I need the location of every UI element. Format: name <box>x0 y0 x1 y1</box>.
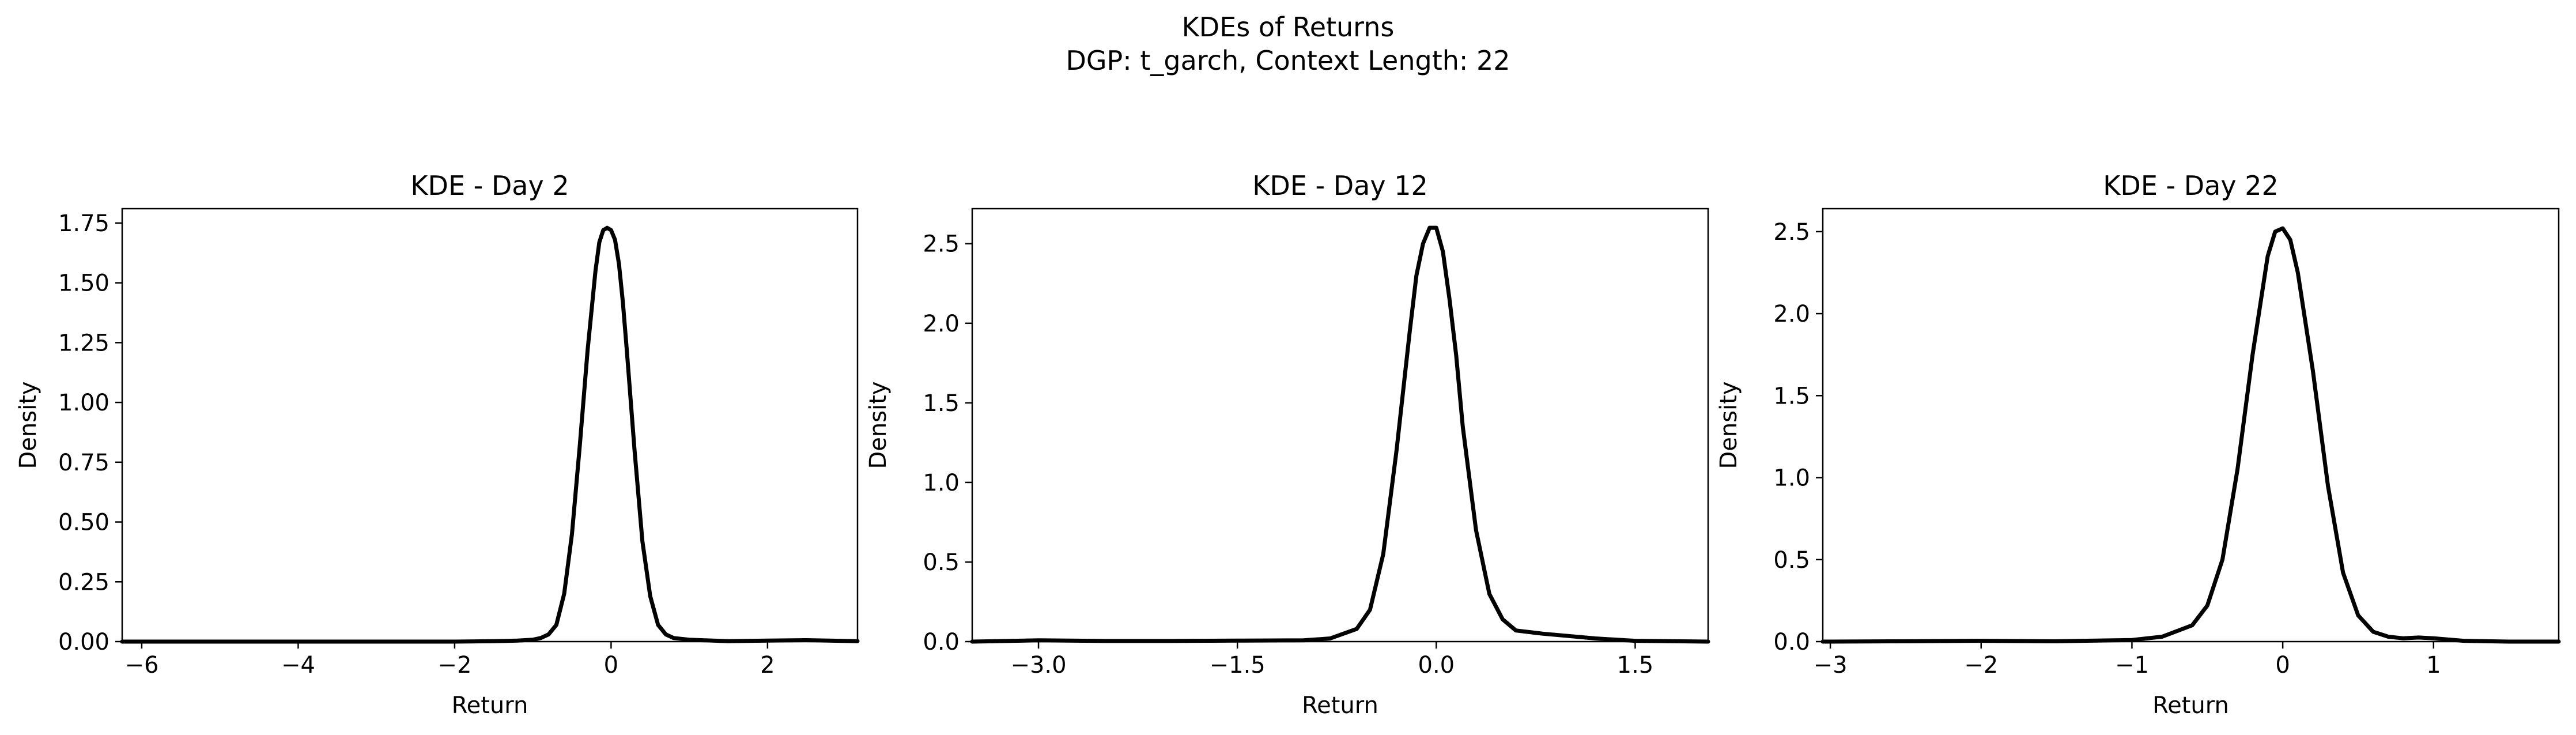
y-tick-label: 0.5 <box>1773 547 1810 574</box>
y-axis-label: Density <box>865 381 892 469</box>
x-tick-label: −3.0 <box>1010 652 1066 679</box>
y-tick-label: 1.50 <box>58 270 109 297</box>
x-axis-label: Return <box>452 692 528 719</box>
y-tick-label: 1.0 <box>923 470 960 496</box>
x-tick-label: 0 <box>604 652 618 679</box>
y-tick-label: 1.00 <box>58 390 109 416</box>
y-tick-label: 0.5 <box>923 549 960 576</box>
y-tick-label: 1.0 <box>1773 465 1810 492</box>
axes-frame <box>1822 208 2560 643</box>
y-tick-label: 0.0 <box>1773 629 1810 655</box>
x-tick-label: 1.5 <box>1617 652 1654 679</box>
x-tick-label: −4 <box>281 652 315 679</box>
x-tick-label: −2 <box>1964 652 1998 679</box>
y-tick-label: 1.25 <box>58 330 109 356</box>
axes-frame <box>121 208 859 643</box>
kde-line <box>1820 226 2561 644</box>
y-tick-label: 1.5 <box>1773 383 1810 409</box>
x-tick-label: −2 <box>437 652 471 679</box>
x-axis-label: Return <box>1302 692 1378 719</box>
x-axis-label: Return <box>2152 692 2229 719</box>
x-tick-label: 0 <box>2275 652 2290 679</box>
x-tick-label: −6 <box>124 652 158 679</box>
y-tick-label: 2.5 <box>1773 219 1810 246</box>
x-tick-label: −1.5 <box>1210 652 1266 679</box>
y-tick-label: 0.25 <box>58 569 109 595</box>
subplot-2: −3.0 −1.5 0.0 1.5 0.0 0.5 1.0 1.5 2.0 2.5 KDE - Da… <box>865 170 1710 719</box>
x-tick-label: −3 <box>1814 652 1848 679</box>
y-tick-label: 0.00 <box>58 629 109 655</box>
figure-title: KDEs of Returns DGP: t_garch, Context Le… <box>0 10 2576 77</box>
y-tick-label: 0.0 <box>923 629 960 655</box>
kde-line <box>970 225 1710 644</box>
subplot-1: −6 −4 −2 0 2 0.00 0.25 0.50 0.75 1.00 1.25 1.50 1.75… <box>15 170 860 719</box>
y-tick-label: 1.75 <box>58 210 109 237</box>
x-tick-label: 2 <box>760 652 775 679</box>
x-tick-label: −1 <box>2115 652 2149 679</box>
y-tick-label: 2.5 <box>923 231 960 258</box>
subplot-title: KDE - Day 2 <box>410 170 569 201</box>
axes-frame <box>971 208 1709 643</box>
y-tick-label: 2.0 <box>1773 301 1810 327</box>
y-tick-label: 1.5 <box>923 390 960 417</box>
subplot-title: KDE - Day 12 <box>1252 170 1427 201</box>
subplot-title: KDE - Day 22 <box>2103 170 2278 201</box>
y-tick-label: 0.50 <box>58 510 109 536</box>
figure-title-line-2: DGP: t_garch, Context Length: 22 <box>1066 45 1510 76</box>
subplot-3: −3 −2 −1 0 1 0.0 0.5 1.0 1.5 2.0 2.5 KDE - Day 22 Re… <box>1716 170 2561 719</box>
y-tick-label: 2.0 <box>923 311 960 337</box>
x-tick-label: 0.0 <box>1418 652 1455 679</box>
y-axis-label: Density <box>1716 381 1742 469</box>
kde-line <box>120 225 860 644</box>
y-tick-label: 0.75 <box>58 450 109 476</box>
figure-title-line-1: KDEs of Returns <box>1181 12 1395 43</box>
x-tick-label: 1 <box>2426 652 2441 679</box>
y-axis-label: Density <box>15 381 41 469</box>
